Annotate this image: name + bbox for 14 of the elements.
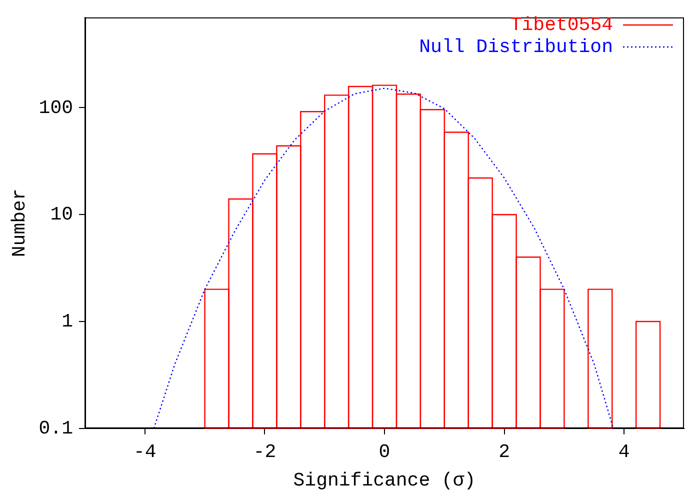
y-tick-label: 10 [50,204,74,226]
x-tick-label: 0 [378,440,390,463]
line-series [153,88,614,429]
x-tick-label: -2 [253,440,276,463]
x-tick-label: -4 [134,440,156,463]
y-axis-title: Number [8,188,30,258]
legend-label: Null Distribution [419,36,613,58]
x-axis-title: Significance (σ) [293,470,476,492]
x-tick-label: 4 [618,440,630,463]
y-tick-label: 100 [38,96,74,119]
legend-label: Tibet0554 [510,14,613,36]
y-tick-label: 1 [62,310,74,333]
x-tick-label: 2 [498,440,510,463]
y-tick-label: 0.1 [38,417,74,440]
